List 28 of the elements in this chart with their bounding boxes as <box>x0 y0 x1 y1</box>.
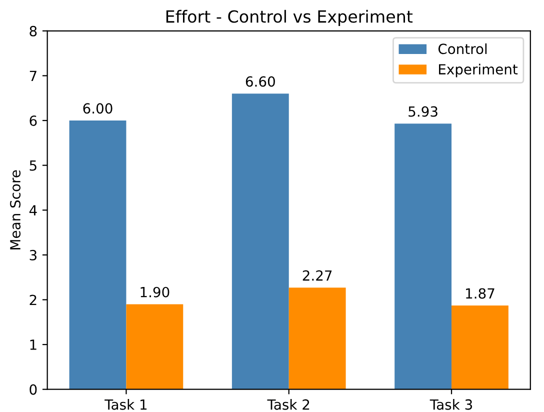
data-label: 5.93 <box>408 106 438 117</box>
data-label: 1.90 <box>140 286 170 298</box>
y-tick-label: 6 <box>30 115 37 126</box>
y-tick-label: 1 <box>30 340 36 350</box>
bar <box>288 288 346 390</box>
y-tick-label: 3 <box>30 250 36 260</box>
data-label: 1.87 <box>466 288 494 299</box>
data-label: 2.27 <box>302 270 332 281</box>
y-tick-label: 4 <box>29 205 37 216</box>
data-label: 6.60 <box>246 76 275 87</box>
chart-title: Effort - Control vs Experiment <box>166 10 413 26</box>
legend-label: Control <box>438 43 487 54</box>
y-tick-label: 8 <box>30 26 37 36</box>
y-tick-label: 2 <box>30 294 36 306</box>
x-tick-label: Task 2 <box>267 399 310 410</box>
y-tick-label: 0 <box>30 384 37 395</box>
bar <box>394 124 452 390</box>
legend-label: Experiment <box>439 64 518 78</box>
x-tick-label: Task 3 <box>430 399 472 410</box>
y-tick-label: 5 <box>30 160 36 171</box>
bar <box>232 94 289 390</box>
bar <box>452 306 508 390</box>
bar <box>126 304 184 390</box>
y-axis-title: Mean Score <box>10 170 21 250</box>
x-tick-label: Task 1 <box>104 399 147 410</box>
data-label: 6.00 <box>83 103 112 114</box>
y-tick-label: 7 <box>30 70 36 81</box>
bar <box>69 120 126 390</box>
